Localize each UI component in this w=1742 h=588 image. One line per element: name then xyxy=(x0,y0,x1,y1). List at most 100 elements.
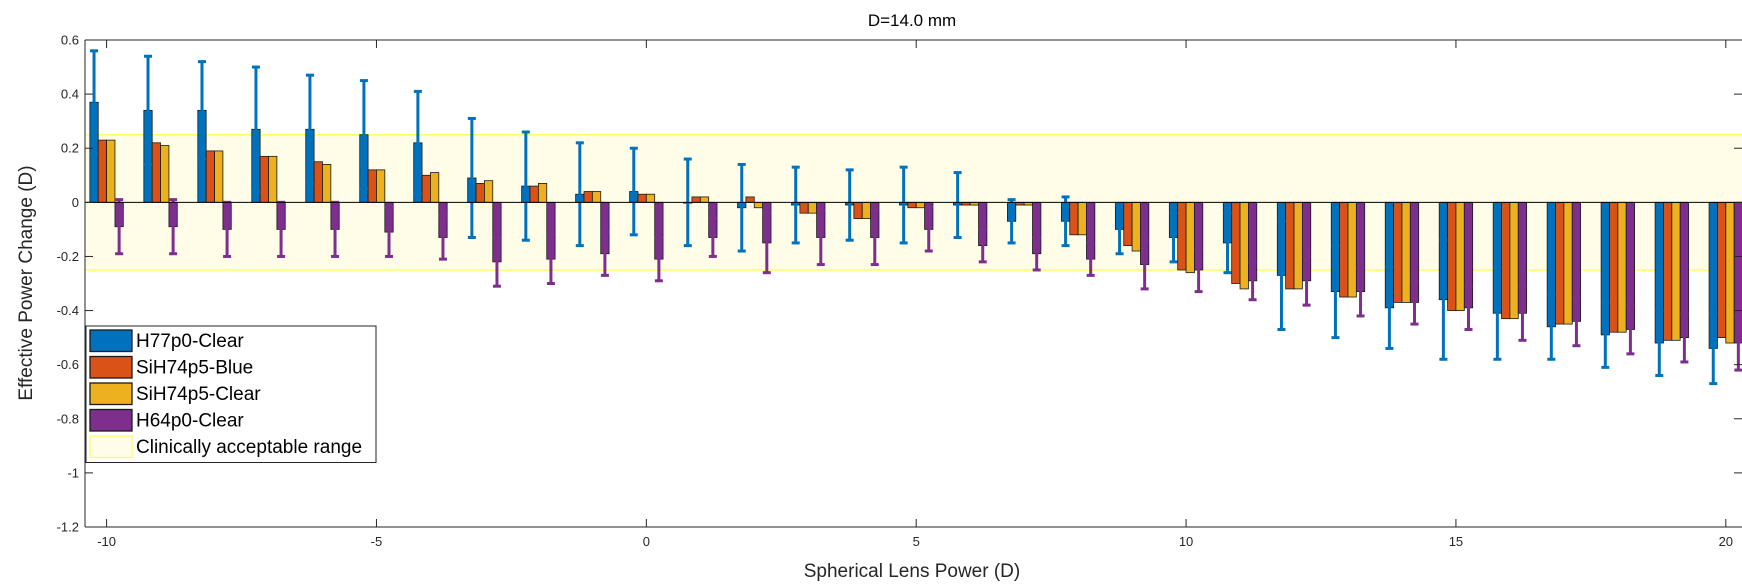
y-tick-label: 0.6 xyxy=(61,33,79,48)
bar xyxy=(907,201,917,209)
error-bar xyxy=(115,198,124,256)
legend-swatch xyxy=(89,408,133,432)
error-bar xyxy=(546,233,555,285)
error-bar xyxy=(762,211,771,275)
bar xyxy=(915,201,925,209)
bar xyxy=(1177,201,1187,271)
legend-swatch xyxy=(89,355,133,379)
error-bar xyxy=(1547,292,1556,361)
error-bar xyxy=(1518,284,1527,342)
bar xyxy=(853,201,863,219)
x-tick-label: 5 xyxy=(913,534,920,549)
error-bar xyxy=(1356,265,1365,318)
error-bar xyxy=(654,236,663,283)
bar xyxy=(807,201,818,214)
error-bar xyxy=(1061,195,1070,248)
bar xyxy=(591,191,602,203)
chart-title: D=14.0 mm xyxy=(868,11,956,30)
bar xyxy=(1239,201,1249,290)
error-bar xyxy=(251,65,260,194)
error-bar xyxy=(1248,260,1257,302)
legend-swatch xyxy=(89,435,133,459)
bar xyxy=(691,196,701,203)
error-bar xyxy=(1331,244,1340,340)
error-bar xyxy=(1626,303,1635,356)
bar xyxy=(583,191,593,203)
error-bar xyxy=(90,49,99,156)
x-tick-label: 20 xyxy=(1719,534,1733,549)
error-bar xyxy=(1140,238,1149,291)
error-bar xyxy=(899,165,908,245)
bar xyxy=(1617,201,1627,333)
error-bar xyxy=(492,236,501,288)
bar xyxy=(1393,201,1403,303)
bar xyxy=(151,142,161,203)
bar xyxy=(1509,201,1519,320)
bar xyxy=(745,196,755,203)
error-bar xyxy=(1680,311,1689,364)
error-bar xyxy=(385,206,394,258)
error-bar xyxy=(413,89,422,196)
bar xyxy=(1563,201,1573,325)
error-bar xyxy=(1086,241,1095,277)
bar xyxy=(1077,201,1087,236)
x-tick-label: 15 xyxy=(1449,534,1463,549)
error-bar xyxy=(1223,211,1232,275)
error-bar xyxy=(1439,238,1448,361)
error-bar xyxy=(1277,219,1286,331)
error-bar xyxy=(169,198,178,256)
bar xyxy=(484,180,494,203)
error-bar xyxy=(1601,300,1610,369)
y-tick-label: -1 xyxy=(67,465,79,480)
error-bar xyxy=(1734,314,1742,372)
y-tick-label: 0 xyxy=(72,195,79,210)
error-bar xyxy=(978,227,987,264)
error-bar xyxy=(600,230,609,277)
x-tick-label: 0 xyxy=(643,534,650,549)
legend-swatch xyxy=(89,329,133,353)
x-tick-label: -10 xyxy=(97,534,116,549)
y-tick-label: -0.6 xyxy=(57,357,79,372)
bar xyxy=(1347,201,1357,298)
legend-label: SiH74p5-Clear xyxy=(136,384,261,405)
legend-label: SiH74p5-Blue xyxy=(136,358,253,379)
error-bar xyxy=(1007,198,1016,245)
bar xyxy=(313,161,323,203)
error-bar xyxy=(521,130,530,242)
error-bar xyxy=(467,116,476,240)
bar xyxy=(106,139,116,203)
y-axis-title: Effective Power Change (D) xyxy=(16,165,37,400)
error-bar xyxy=(953,171,962,240)
x-tick-label: 10 xyxy=(1179,534,1193,549)
y-tick-label: 0.4 xyxy=(61,87,79,102)
bar xyxy=(1339,201,1349,298)
error-bar xyxy=(708,217,717,258)
bar xyxy=(430,172,440,203)
bar xyxy=(205,150,215,203)
bar xyxy=(537,182,548,203)
bar xyxy=(753,201,764,209)
bar xyxy=(1293,201,1303,290)
legend-swatch xyxy=(89,382,133,406)
y-tick-label: -0.4 xyxy=(57,303,79,318)
error-bar xyxy=(144,54,153,166)
error-bar xyxy=(791,165,800,245)
bar xyxy=(1609,201,1619,333)
bar xyxy=(861,201,871,219)
error-bar xyxy=(629,146,638,237)
error-bar xyxy=(737,162,746,253)
error-bar xyxy=(1493,265,1502,361)
y-tick-label: -1.2 xyxy=(57,520,79,535)
legend-label: Clinically acceptable range xyxy=(136,437,362,458)
error-bar xyxy=(1169,211,1178,264)
x-tick-label: -5 xyxy=(371,534,383,549)
error-bar xyxy=(1385,265,1394,350)
bar xyxy=(1725,201,1735,344)
bar xyxy=(637,193,647,203)
bar xyxy=(1663,201,1673,341)
bar xyxy=(1231,201,1241,284)
error-bar xyxy=(1115,203,1124,256)
error-bar xyxy=(438,214,447,261)
bar xyxy=(1285,201,1295,290)
